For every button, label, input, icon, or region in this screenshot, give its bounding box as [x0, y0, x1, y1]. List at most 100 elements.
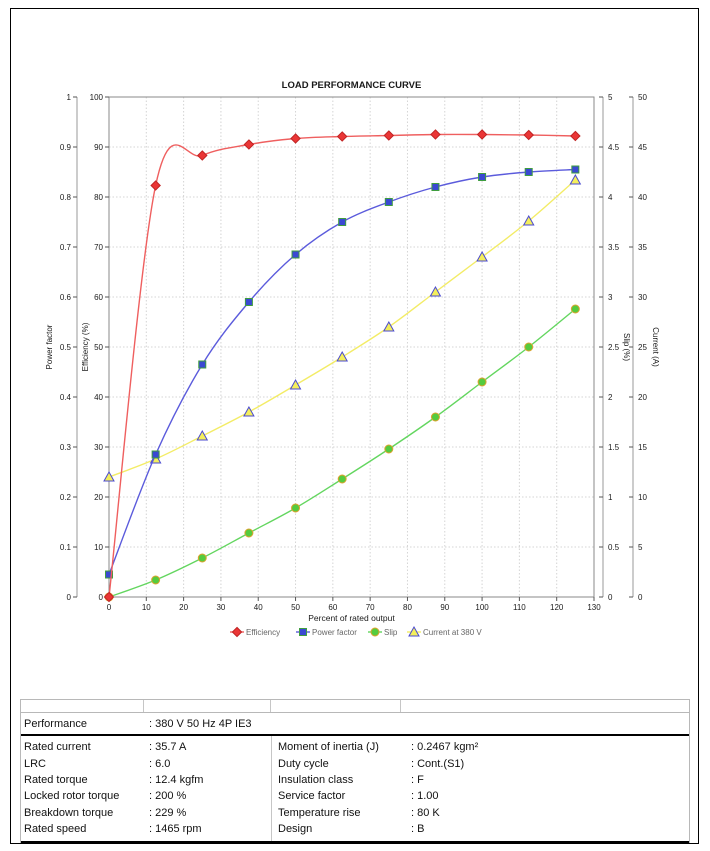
spec-label: Duty cycle — [278, 757, 329, 770]
svg-text:0: 0 — [608, 593, 613, 602]
svg-text:0.2: 0.2 — [60, 493, 72, 502]
series-efficiency — [103, 129, 581, 603]
spec-value: : 6.0 — [149, 757, 171, 770]
svg-text:4.5: 4.5 — [608, 143, 620, 152]
load-performance-chart: 0 0.1 0.2 0.3 0.4 0.5 0.6 0.7 0.8 0.9 1 Power facto… — [45, 80, 660, 638]
svg-text:10: 10 — [638, 493, 647, 502]
svg-text:15: 15 — [638, 443, 647, 452]
svg-text:60: 60 — [328, 603, 337, 612]
spec-row: Rated current : 35.7 A Moment of inertia… — [21, 739, 689, 755]
svg-text:2: 2 — [608, 393, 613, 402]
axis-slip----: 0 0.5 1 1.5 2 2.5 3 3.5 4 4.5 5 Slip (%) — [599, 93, 631, 602]
chart-legend: Efficiency Power factor Slip Current at 380… — [230, 625, 482, 638]
svg-text:0.5: 0.5 — [60, 343, 72, 352]
svg-text:0.7: 0.7 — [60, 243, 72, 252]
svg-text:130: 130 — [587, 603, 601, 612]
spec-row: Rated torque : 12.4 kgfm Insulation clas… — [21, 772, 689, 788]
svg-text:10: 10 — [142, 603, 151, 612]
spec-row: LRC : 6.0 Duty cycle : Cont.(S1) — [21, 755, 689, 771]
svg-text:40: 40 — [94, 393, 103, 402]
svg-text:1: 1 — [67, 93, 72, 102]
spec-label: LRC — [24, 757, 47, 770]
svg-text:0.8: 0.8 — [60, 193, 72, 202]
series-slip — [104, 304, 580, 602]
spec-table: Performance : 380 V 50 Hz 4P IE3 Rated c… — [20, 699, 690, 844]
svg-text:0.3: 0.3 — [60, 443, 72, 452]
spec-value: : B — [411, 823, 425, 836]
svg-text:0: 0 — [99, 593, 104, 602]
svg-text:110: 110 — [513, 603, 526, 612]
svg-text:Power factor: Power factor — [45, 324, 54, 369]
page-border-frame — [10, 8, 699, 844]
svg-text:60: 60 — [94, 293, 103, 302]
svg-text:30: 30 — [216, 603, 225, 612]
svg-text:20: 20 — [638, 393, 647, 402]
svg-text:0.5: 0.5 — [608, 543, 620, 552]
svg-text:25: 25 — [638, 343, 647, 352]
svg-text:Current at 380 V: Current at 380 V — [423, 628, 482, 637]
svg-text:0: 0 — [638, 593, 643, 602]
svg-text:80: 80 — [403, 603, 412, 612]
series-power-factor — [105, 165, 580, 579]
svg-text:90: 90 — [94, 143, 103, 152]
svg-text:Slip (%): Slip (%) — [622, 333, 631, 361]
spec-value: : 229 % — [149, 806, 187, 819]
svg-text:0.1: 0.1 — [60, 543, 72, 552]
gridlines — [109, 97, 594, 597]
axis-power-factor: 0 0.1 0.2 0.3 0.4 0.5 0.6 0.7 0.8 0.9 1 Power facto… — [45, 93, 78, 602]
svg-text:80: 80 — [94, 193, 103, 202]
series-current-at-380-v — [103, 173, 582, 482]
svg-text:3.5: 3.5 — [608, 243, 620, 252]
svg-text:120: 120 — [550, 603, 564, 612]
svg-text:100: 100 — [90, 93, 104, 102]
spec-label: Rated speed — [24, 823, 87, 836]
svg-text:1: 1 — [608, 493, 613, 502]
svg-text:0: 0 — [67, 593, 72, 602]
svg-text:10: 10 — [94, 543, 103, 552]
axis-current--a-: 0 5 10 15 20 25 30 35 40 45 50 Current (A) — [629, 93, 660, 602]
svg-text:2.5: 2.5 — [608, 343, 620, 352]
axis-efficiency----: 0 10 20 30 40 50 60 70 80 90 100 Efficiency (%) — [81, 93, 109, 602]
svg-text:0.4: 0.4 — [60, 393, 72, 402]
svg-text:0.9: 0.9 — [60, 143, 72, 152]
svg-text:45: 45 — [638, 143, 647, 152]
spec-label: Service factor — [278, 790, 346, 803]
spec-table-header-strip — [21, 700, 689, 712]
svg-text:50: 50 — [291, 603, 300, 612]
spec-label: Locked rotor torque — [24, 790, 120, 803]
svg-text:40: 40 — [254, 603, 263, 612]
spec-value: : 0.2467 kgm² — [411, 741, 479, 754]
svg-text:100: 100 — [475, 603, 489, 612]
svg-text:30: 30 — [94, 443, 103, 452]
spec-row: Locked rotor torque : 200 % Service fact… — [21, 788, 689, 804]
spec-value: : Cont.(S1) — [411, 757, 465, 770]
spec-label: Moment of inertia (J) — [278, 741, 379, 754]
x-axis: 0 10 20 30 40 50 60 70 80 90 100 110 120 130 Percent o… — [107, 597, 601, 623]
spec-label: Insulation class — [278, 773, 354, 786]
svg-text:5: 5 — [608, 93, 613, 102]
svg-text:0: 0 — [107, 603, 112, 612]
spec-label: Design — [278, 823, 313, 836]
spec-value: : 1.00 — [411, 790, 439, 803]
svg-text:90: 90 — [440, 603, 449, 612]
spec-row: Breakdown torque : 229 % Temperature ris… — [21, 805, 689, 821]
svg-text:0.6: 0.6 — [60, 293, 72, 302]
spec-row: Rated speed : 1465 rpm Design : B — [21, 821, 689, 837]
column-divider — [271, 736, 272, 842]
chart-title: LOAD PERFORMANCE CURVE — [282, 80, 422, 91]
svg-text:5: 5 — [638, 543, 643, 552]
svg-text:30: 30 — [638, 293, 647, 302]
spec-data-block: Rated current : 35.7 A Moment of inertia… — [21, 734, 689, 844]
spec-value: : 200 % — [149, 790, 187, 803]
svg-text:Efficiency (%): Efficiency (%) — [81, 322, 90, 371]
spec-label: Breakdown torque — [24, 806, 114, 819]
svg-text:50: 50 — [94, 343, 103, 352]
performance-row: Performance : 380 V 50 Hz 4P IE3 — [21, 712, 689, 734]
spec-label: Rated current — [24, 741, 91, 754]
svg-text:70: 70 — [366, 603, 375, 612]
spec-value: : 1465 rpm — [149, 823, 202, 836]
spec-value: : 80 K — [411, 806, 440, 819]
spec-value: : F — [411, 773, 424, 786]
spec-value: : 35.7 A — [149, 741, 187, 754]
